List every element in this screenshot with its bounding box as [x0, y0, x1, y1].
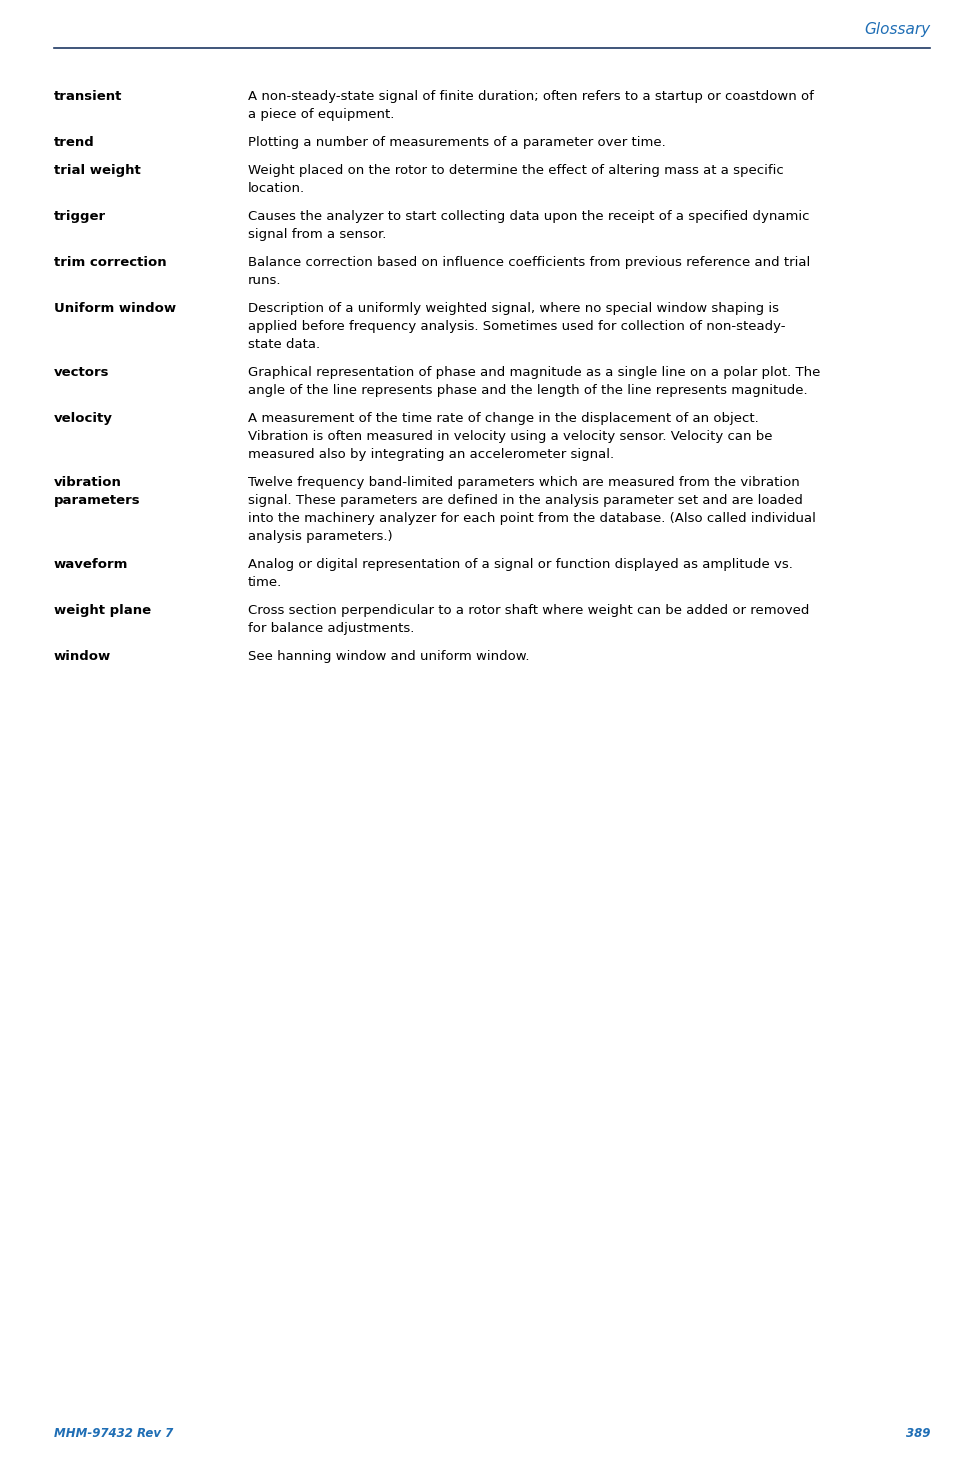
- Text: runs.: runs.: [248, 274, 282, 288]
- Text: angle of the line represents phase and the length of the line represents magnitu: angle of the line represents phase and t…: [248, 384, 807, 398]
- Text: Balance correction based on influence coefficients from previous reference and t: Balance correction based on influence co…: [248, 257, 810, 268]
- Text: waveform: waveform: [54, 557, 129, 571]
- Text: velocity: velocity: [54, 412, 113, 425]
- Text: trend: trend: [54, 136, 95, 150]
- Text: vibration: vibration: [54, 475, 122, 489]
- Text: analysis parameters.): analysis parameters.): [248, 530, 393, 543]
- Text: MHM-97432 Rev 7: MHM-97432 Rev 7: [54, 1427, 174, 1441]
- Text: into the machinery analyzer for each point from the database. (Also called indiv: into the machinery analyzer for each poi…: [248, 512, 816, 525]
- Text: Glossary: Glossary: [864, 22, 930, 37]
- Text: weight plane: weight plane: [54, 604, 151, 618]
- Text: for balance adjustments.: for balance adjustments.: [248, 622, 414, 635]
- Text: Weight placed on the rotor to determine the effect of altering mass at a specifi: Weight placed on the rotor to determine …: [248, 164, 784, 178]
- Text: Analog or digital representation of a signal or function displayed as amplitude : Analog or digital representation of a si…: [248, 557, 793, 571]
- Text: trigger: trigger: [54, 210, 106, 223]
- Text: Cross section perpendicular to a rotor shaft where weight can be added or remove: Cross section perpendicular to a rotor s…: [248, 604, 809, 618]
- Text: Causes the analyzer to start collecting data upon the receipt of a specified dyn: Causes the analyzer to start collecting …: [248, 210, 809, 223]
- Text: signal. These parameters are defined in the analysis parameter set and are loade: signal. These parameters are defined in …: [248, 494, 802, 508]
- Text: transient: transient: [54, 89, 123, 103]
- Text: trim correction: trim correction: [54, 257, 167, 268]
- Text: 389: 389: [906, 1427, 930, 1441]
- Text: window: window: [54, 650, 111, 663]
- Text: applied before frequency analysis. Sometimes used for collection of non-steady-: applied before frequency analysis. Somet…: [248, 320, 786, 333]
- Text: a piece of equipment.: a piece of equipment.: [248, 109, 394, 120]
- Text: location.: location.: [248, 182, 305, 195]
- Text: Description of a uniformly weighted signal, where no special window shaping is: Description of a uniformly weighted sign…: [248, 302, 779, 315]
- Text: Vibration is often measured in velocity using a velocity sensor. Velocity can be: Vibration is often measured in velocity …: [248, 430, 772, 443]
- Text: Twelve frequency band-limited parameters which are measured from the vibration: Twelve frequency band-limited parameters…: [248, 475, 799, 489]
- Text: measured also by integrating an accelerometer signal.: measured also by integrating an accelero…: [248, 447, 614, 461]
- Text: state data.: state data.: [248, 337, 320, 351]
- Text: vectors: vectors: [54, 365, 109, 378]
- Text: A measurement of the time rate of change in the displacement of an object.: A measurement of the time rate of change…: [248, 412, 759, 425]
- Text: Uniform window: Uniform window: [54, 302, 176, 315]
- Text: parameters: parameters: [54, 494, 140, 508]
- Text: trial weight: trial weight: [54, 164, 140, 178]
- Text: A non-steady-state signal of finite duration; often refers to a startup or coast: A non-steady-state signal of finite dura…: [248, 89, 814, 103]
- Text: See hanning window and uniform window.: See hanning window and uniform window.: [248, 650, 529, 663]
- Text: Plotting a number of measurements of a parameter over time.: Plotting a number of measurements of a p…: [248, 136, 666, 150]
- Text: signal from a sensor.: signal from a sensor.: [248, 227, 386, 241]
- Text: time.: time.: [248, 577, 282, 588]
- Text: Graphical representation of phase and magnitude as a single line on a polar plot: Graphical representation of phase and ma…: [248, 365, 820, 378]
